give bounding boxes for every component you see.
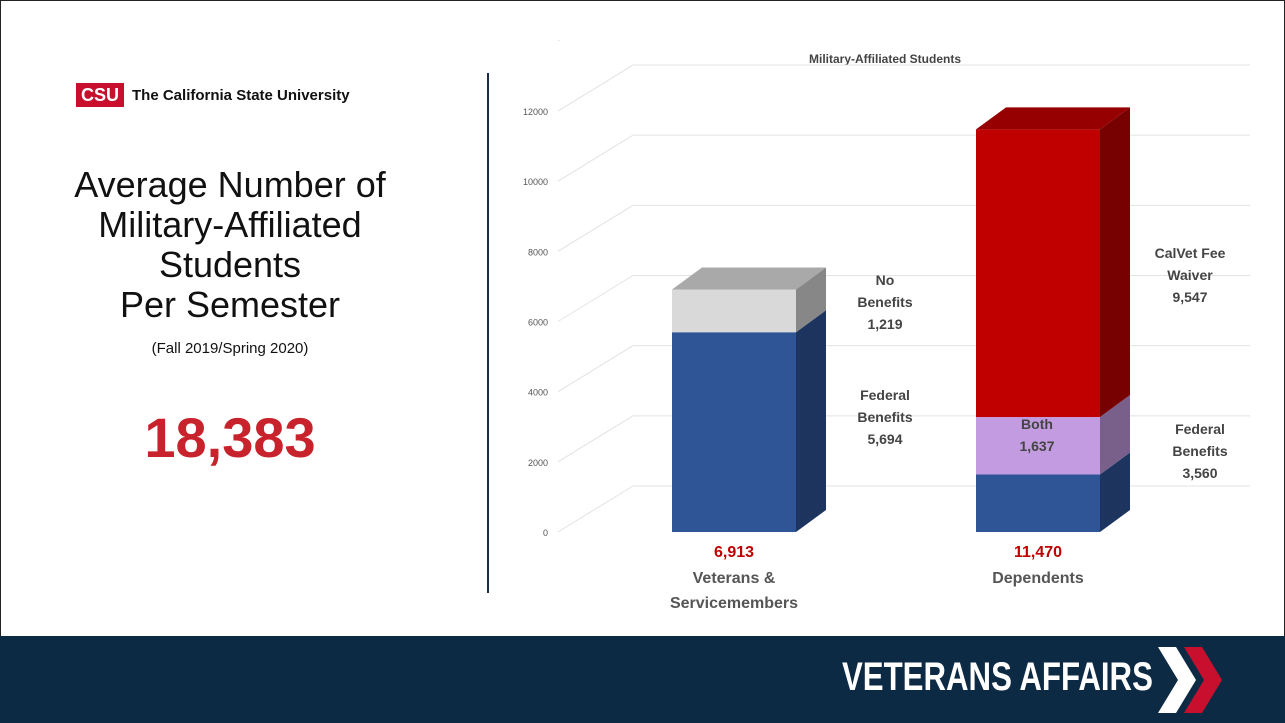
- category-label: Dependents: [992, 570, 1084, 587]
- segment-label: 5,694: [867, 431, 902, 447]
- bar-segment-top: [976, 107, 1130, 130]
- bar-segment: [976, 129, 1100, 418]
- bar-segment-side: [1100, 452, 1130, 532]
- military-affiliated-chart: Military-Affiliated Students 0 2000 4000 600…: [523, 40, 1250, 612]
- segment-label: 1,219: [867, 316, 902, 332]
- y-tick-label: 6000: [528, 318, 548, 328]
- bar-segment-side: [1100, 395, 1130, 475]
- segment-label: Federal: [1175, 421, 1225, 437]
- bar-segment-top: [672, 267, 826, 290]
- segment-label: Federal: [860, 387, 910, 403]
- gridline-diagonal: [557, 64, 634, 112]
- bar-segment-side: [796, 310, 826, 532]
- bar-segment: [672, 332, 796, 532]
- segment-label: 9,547: [1172, 289, 1207, 305]
- gridline-diagonal: [557, 40, 561, 42]
- y-tick-label: 10000: [523, 177, 548, 187]
- category-label: Veterans &: [693, 570, 776, 587]
- gridline-diagonal: [557, 134, 634, 182]
- segment-label: 3,560: [1182, 465, 1217, 481]
- segment-label: Benefits: [857, 409, 912, 425]
- category-label: Servicemembers: [670, 595, 798, 612]
- headline-line-1: Average Number of: [74, 164, 386, 205]
- gridline-diagonal: [557, 204, 634, 252]
- segment-label: 1,637: [1019, 438, 1054, 454]
- segment-label: Both: [1021, 416, 1053, 432]
- segment-label: Benefits: [1172, 443, 1227, 459]
- segment-label: Benefits: [857, 294, 912, 310]
- total-count: 18,383: [144, 406, 316, 469]
- bar-total-label: 6,913: [714, 544, 754, 561]
- bar-total-label: 11,470: [1014, 544, 1062, 561]
- footer-title: VETERANS AFFAIRS: [842, 655, 1153, 699]
- csu-logo-text: The California State University: [132, 86, 350, 104]
- bar-segment-side: [1100, 107, 1130, 418]
- headline-line-3: Students: [158, 244, 302, 285]
- csu-logo-mark: CSU: [76, 83, 125, 107]
- bar-segment: [976, 417, 1100, 475]
- chevron-logo-icon: [1158, 647, 1222, 713]
- chart-title: Military-Affiliated Students: [809, 52, 961, 66]
- y-tick-label: 2000: [528, 458, 548, 468]
- segment-label: Waiver: [1167, 267, 1213, 283]
- y-tick-label: 8000: [528, 247, 548, 257]
- footer-bar: [0, 636, 1285, 723]
- bar-segment: [672, 289, 796, 333]
- y-tick-label: 12000: [523, 107, 548, 117]
- headline-line-2: Military-Affiliated: [98, 204, 362, 245]
- gridline-diagonal: [557, 345, 634, 393]
- bar-segment: [976, 474, 1100, 532]
- vertical-divider: [487, 73, 489, 593]
- headline-line-4: Per Semester: [119, 284, 341, 325]
- headline: Average Number of Military-Affiliated St…: [70, 165, 390, 325]
- segment-label: No: [876, 272, 895, 288]
- csu-logo: CSU The California State University: [76, 83, 350, 107]
- gridline-diagonal: [557, 485, 634, 533]
- bar-segment-side: [796, 267, 826, 333]
- y-tick-label: 4000: [528, 388, 548, 398]
- gridline-diagonal: [557, 275, 634, 322]
- headline-period: (Fall 2019/Spring 2020): [151, 340, 309, 357]
- gridline-diagonal: [557, 415, 634, 463]
- y-tick-label: 0: [543, 528, 548, 538]
- segment-label: CalVet Fee: [1155, 245, 1226, 261]
